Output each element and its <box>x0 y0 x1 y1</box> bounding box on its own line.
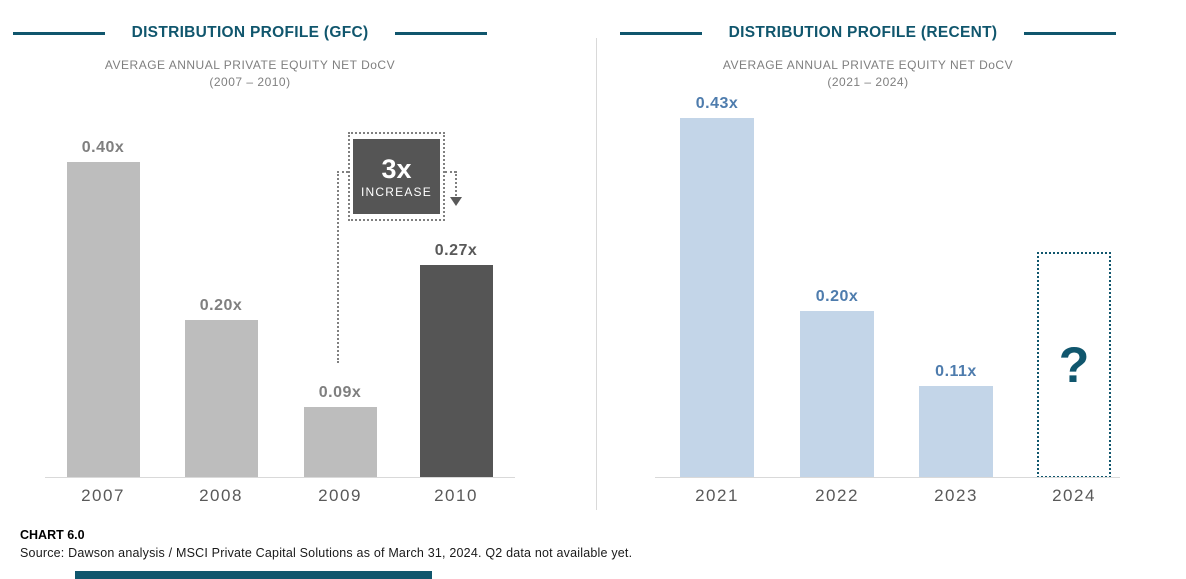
bar-value-2021: 0.43x <box>695 95 739 112</box>
footer-accent-bar <box>75 571 432 579</box>
question-mark: ? <box>1058 337 1090 393</box>
header-rule-left <box>12 31 105 35</box>
panel-divider <box>596 38 597 510</box>
bar-2023 <box>919 386 993 478</box>
bar-value-2008: 0.20x <box>199 297 243 314</box>
source-attribution: Source: Dawson analysis / MSCI Private C… <box>20 546 633 560</box>
annotation-connector-left-vertical <box>337 171 339 363</box>
bar-group-2009: 0.09x <box>290 384 390 478</box>
bar-value-2007: 0.40x <box>81 139 125 156</box>
annotation-connector-left-horizontal <box>337 171 348 173</box>
recent-subtitle-line1: AVERAGE ANNUAL PRIVATE EQUITY NET DoCV <box>722 58 1014 72</box>
bar-value-2022: 0.20x <box>815 288 859 305</box>
annotation-connector-right-horizontal <box>445 171 456 173</box>
bar-2008 <box>184 320 258 478</box>
year-label-2009: 2009 <box>318 486 362 505</box>
recent-chart-subtitle: AVERAGE ANNUAL PRIVATE EQUITY NET DoCV (… <box>640 57 1096 91</box>
annotation-subtext: INCREASE <box>361 184 432 199</box>
recent-x-axis <box>655 477 1120 478</box>
bar-2009 <box>303 407 377 478</box>
year-label-2024: 2024 <box>1052 486 1096 505</box>
recent-subtitle-line2: (2021 – 2024) <box>827 75 909 89</box>
unknown-2024-dotted-box: ? <box>1037 252 1111 478</box>
year-label-2023: 2023 <box>934 486 978 505</box>
gfc-subtitle-line1: AVERAGE ANNUAL PRIVATE EQUITY NET DoCV <box>104 58 396 72</box>
bar-value-2010: 0.27x <box>434 242 478 259</box>
annotation-dotted-frame: 3x INCREASE <box>348 132 445 221</box>
bar-value-2009: 0.09x <box>318 384 362 401</box>
bar-2010 <box>419 265 493 478</box>
gfc-chart-title: DISTRIBUTION PROFILE (GFC) <box>131 24 369 41</box>
gfc-x-axis <box>45 477 515 478</box>
gfc-subtitle-line2: (2007 – 2010) <box>209 75 291 89</box>
year-label-2010: 2010 <box>434 486 478 505</box>
bar-group-2007: 0.40x <box>53 139 153 478</box>
header-rule-left <box>619 31 702 35</box>
bar-group-2022: 0.20x <box>787 288 887 478</box>
annotation-headline: 3x <box>381 153 412 184</box>
annotation-connector-right-vertical <box>455 171 457 196</box>
bar-2007 <box>66 162 140 478</box>
year-label-2022: 2022 <box>815 486 859 505</box>
bar-group-2021: 0.43x <box>667 95 767 478</box>
bar-group-2010: 0.27x <box>406 242 506 478</box>
header-rule-right <box>1024 31 1117 35</box>
annotation-down-arrow-icon <box>450 197 462 206</box>
recent-chart-header: DISTRIBUTION PROFILE (RECENT) <box>619 24 1117 42</box>
gfc-chart-header: DISTRIBUTION PROFILE (GFC) <box>12 24 488 42</box>
bar-value-2023: 0.11x <box>935 363 977 380</box>
bar-2022 <box>800 311 874 478</box>
bar-group-2024-unknown: ? <box>1024 252 1124 478</box>
chart-number-label: CHART 6.0 <box>20 528 85 542</box>
bar-2021 <box>680 118 754 478</box>
bar-group-2023: 0.11x <box>906 363 1006 478</box>
bar-group-2008: 0.20x <box>171 297 271 478</box>
year-label-2007: 2007 <box>81 486 125 505</box>
annotation-box: 3x INCREASE <box>353 139 440 214</box>
year-label-2008: 2008 <box>199 486 243 505</box>
recent-chart-title: DISTRIBUTION PROFILE (RECENT) <box>728 24 998 41</box>
gfc-chart-subtitle: AVERAGE ANNUAL PRIVATE EQUITY NET DoCV (… <box>20 57 480 91</box>
year-label-2021: 2021 <box>695 486 739 505</box>
header-rule-right <box>395 31 488 35</box>
